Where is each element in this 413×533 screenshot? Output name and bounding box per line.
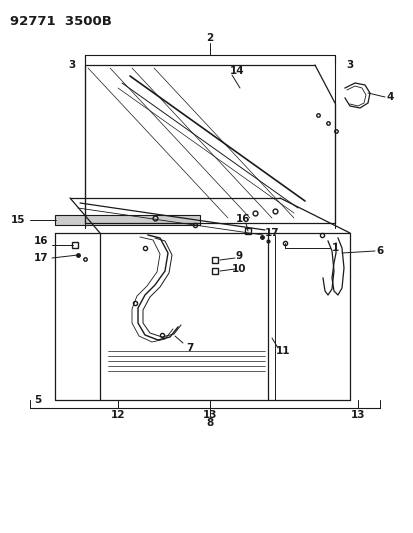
Text: 16: 16 [33,236,48,246]
Text: 9: 9 [235,251,242,261]
Text: 5: 5 [34,395,42,405]
Text: 6: 6 [375,246,383,256]
Text: 13: 13 [350,410,364,420]
Text: 7: 7 [186,343,193,353]
Text: 14: 14 [229,66,244,76]
Text: 10: 10 [231,264,246,274]
Text: 12: 12 [111,410,125,420]
Text: 92771  3500B: 92771 3500B [10,15,112,28]
Polygon shape [55,215,199,225]
Text: 2: 2 [206,33,213,43]
Text: 16: 16 [235,214,249,224]
Text: 13: 13 [202,410,217,420]
Text: 11: 11 [275,346,290,356]
Text: 15: 15 [10,215,25,225]
Text: 17: 17 [33,253,48,263]
Text: 17: 17 [264,228,279,238]
Text: 3: 3 [346,60,353,70]
Text: 8: 8 [206,418,213,428]
Text: 3: 3 [68,60,76,70]
Text: 4: 4 [385,92,393,102]
Text: 1: 1 [330,243,338,253]
